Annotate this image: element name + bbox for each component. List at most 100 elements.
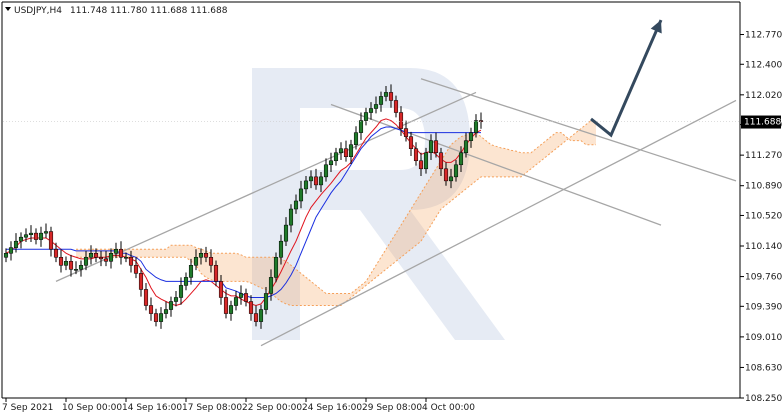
falling-channel-upper-line [420, 78, 737, 182]
candle-body [73, 269, 79, 271]
forecast-arrow-line [590, 19, 663, 138]
cloud-segment [421, 184, 426, 242]
candle-body [348, 144, 354, 157]
candlesticks [3, 84, 740, 329]
candle-body [18, 236, 24, 242]
current-price-tag: 111.688 [741, 115, 781, 129]
candle-body [323, 164, 329, 178]
cloud-segment [231, 253, 236, 282]
candle-body [153, 313, 159, 322]
cloud-segment [151, 249, 156, 258]
candle-body [373, 104, 379, 109]
candle-body [78, 265, 84, 270]
candle-body [298, 188, 304, 202]
cloud-segment [221, 253, 226, 282]
cloud-segment [176, 245, 181, 258]
cloud-segment [181, 245, 186, 258]
candle-body [288, 208, 294, 226]
x-axis: 7 Sep 2021 10 Sep 00:00 14 Sep 16:00 17 Sep… [2, 398, 475, 413]
cloud-segment [476, 132, 481, 181]
candle-body [143, 289, 149, 306]
candle-body [118, 248, 124, 258]
candle-body [128, 257, 134, 266]
candle-body [123, 257, 129, 259]
cloud-segment [506, 148, 511, 177]
candle-body [368, 108, 374, 113]
candle-body [243, 293, 249, 302]
candle-body [193, 257, 199, 266]
cloud-segment [226, 253, 231, 282]
candle-body [188, 265, 194, 278]
cloud-segment [426, 176, 431, 234]
cloud-segment [346, 293, 351, 302]
candle-body [398, 112, 404, 129]
cloud-segment [451, 140, 456, 201]
cloud-segment [391, 233, 396, 266]
cloud-segment [526, 152, 531, 173]
candle-body [458, 152, 464, 166]
candle-body [278, 240, 284, 258]
cloud-segment [481, 136, 486, 177]
candle-body [178, 285, 184, 298]
cloud-segment [146, 249, 151, 258]
cloud-segment [516, 151, 521, 177]
candle-body [453, 164, 459, 178]
forecast-arrow [590, 19, 663, 138]
candle-body [113, 248, 119, 254]
y-tick-label: 110.140 [745, 242, 782, 252]
cloud-segment [351, 289, 356, 298]
cloud-segment [141, 249, 146, 258]
candle-body [13, 240, 19, 248]
cloud-segment [246, 257, 251, 284]
y-tick-label: 110.520 [745, 211, 782, 221]
y-tick-label: 109.760 [745, 273, 782, 283]
cloud-segment [291, 265, 296, 306]
candle-body [328, 160, 334, 166]
candle-body [48, 231, 54, 250]
cloud-segment [161, 249, 166, 258]
plot-frame [1, 1, 741, 399]
y-tick-label: 109.390 [745, 302, 782, 312]
cloud-segment [396, 225, 401, 262]
cloud-segment [236, 253, 241, 282]
candle-body [258, 309, 264, 322]
candle-body [308, 176, 314, 182]
cloud-segment [241, 254, 246, 282]
cloud-segment [256, 257, 261, 288]
cloud-segment [531, 148, 536, 169]
x-tick-label: 17 Sep 08:00 [182, 403, 242, 413]
cloud-segment [501, 147, 506, 177]
y-tick-label: 111.270 [745, 151, 782, 161]
rising-channel-lower-line [260, 99, 737, 347]
candle-body [413, 148, 419, 162]
x-tick-label: 10 Sep 00:00 [62, 403, 122, 413]
candle-body [313, 176, 319, 186]
candle-body [63, 261, 69, 266]
candle-body [223, 297, 229, 314]
cloud-segment [571, 132, 576, 141]
candle-body [268, 277, 274, 294]
candle-body [383, 92, 389, 97]
cloud-segment [136, 249, 141, 258]
candle-body [68, 261, 74, 270]
candle-body [473, 120, 479, 133]
candle-body [218, 281, 224, 298]
candle-body [418, 160, 424, 170]
candle-body [358, 120, 364, 133]
symbol-timeframe: USDJPY,H4 [14, 6, 62, 16]
x-tick-label: 22 Sep 00:00 [242, 403, 302, 413]
candle-body [88, 253, 94, 258]
y-tick-label: 108.250 [745, 394, 782, 404]
candle-body [393, 100, 399, 113]
candle-body [28, 232, 34, 236]
x-tick-label: 7 Sep 2021 [2, 403, 53, 413]
candle-body [203, 253, 209, 258]
cloud-segment [551, 132, 556, 153]
candle-body [253, 313, 259, 322]
candle-body [133, 265, 139, 274]
candle-body [433, 140, 439, 153]
cloud-segment [416, 192, 421, 246]
dropdown-triangle-icon[interactable] [5, 7, 11, 11]
cloud-segment [371, 265, 376, 282]
cloud-segment [326, 293, 331, 306]
